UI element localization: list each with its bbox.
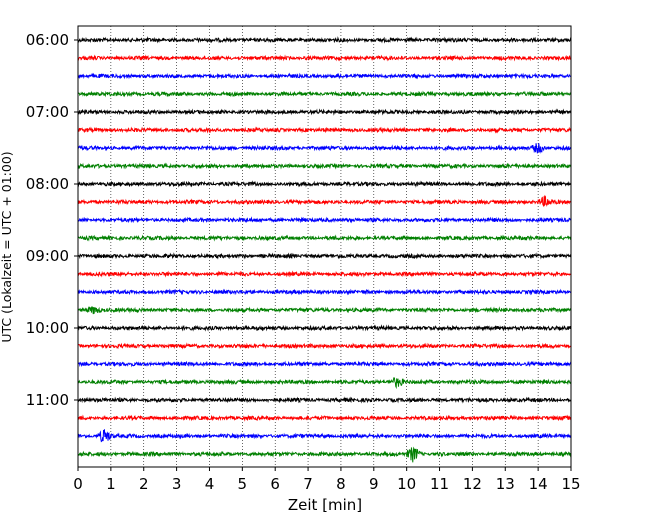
trace-0615 <box>77 54 572 62</box>
y-tick-label-5: 11:00 <box>26 391 69 409</box>
trace-1130 <box>77 429 572 443</box>
x-tick-label-2: 2 <box>139 475 149 493</box>
x-tick-label-3: 3 <box>172 475 182 493</box>
x-tick-label-14: 14 <box>529 475 548 493</box>
x-tick-label-9: 9 <box>369 475 379 493</box>
trace-1030 <box>77 360 572 368</box>
y-tick-label-0: 06:00 <box>26 31 69 49</box>
x-tick-label-12: 12 <box>463 475 482 493</box>
trace-0645 <box>77 90 572 98</box>
trace-0700 <box>77 108 572 116</box>
trace-0600 <box>77 36 572 44</box>
x-tick-label-6: 6 <box>270 475 280 493</box>
x-axis-label: Zeit [min] <box>288 496 362 514</box>
y-tick-label-4: 10:00 <box>26 319 69 337</box>
trace-0845 <box>77 234 572 242</box>
trace-0800 <box>77 180 572 188</box>
x-tick-label-7: 7 <box>303 475 313 493</box>
x-tick-label-0: 0 <box>73 475 83 493</box>
trace-1000 <box>77 324 572 332</box>
trace-0830 <box>77 216 572 224</box>
trace-1100 <box>77 396 572 404</box>
trace-0815 <box>77 194 572 208</box>
trace-0900 <box>77 252 572 260</box>
x-tick-label-4: 4 <box>205 475 215 493</box>
y-tick-label-2: 08:00 <box>26 175 69 193</box>
trace-0915 <box>77 270 572 278</box>
x-tick-label-5: 5 <box>238 475 248 493</box>
y-axis-label: UTC (Lokalzeit = UTC + 01:00) <box>0 151 14 342</box>
y-tick-label-1: 07:00 <box>26 103 69 121</box>
x-tick-label-13: 13 <box>496 475 515 493</box>
trace-0715 <box>77 126 572 134</box>
traces-group <box>77 36 572 463</box>
trace-0630 <box>77 72 572 80</box>
x-axis: 0 1 2 3 4 5 6 7 8 9 10 11 12 13 14 15 <box>73 467 581 493</box>
x-tick-label-11: 11 <box>430 475 449 493</box>
trace-1145 <box>77 446 572 463</box>
trace-1045 <box>77 377 572 390</box>
trace-0745 <box>77 162 572 170</box>
y-axis: 06:00 07:00 08:00 09:00 10:00 11:00 <box>26 31 78 409</box>
trace-0930 <box>77 288 572 296</box>
trace-0945 <box>77 306 572 315</box>
x-tick-label-15: 15 <box>561 475 580 493</box>
plot-frame <box>77 25 572 468</box>
x-tick-label-8: 8 <box>336 475 346 493</box>
trace-1115 <box>77 414 572 422</box>
x-tick-label-10: 10 <box>397 475 416 493</box>
x-tick-label-1: 1 <box>106 475 116 493</box>
trace-0730 <box>77 143 572 154</box>
trace-1015 <box>77 342 572 350</box>
y-tick-label-3: 09:00 <box>26 247 69 265</box>
